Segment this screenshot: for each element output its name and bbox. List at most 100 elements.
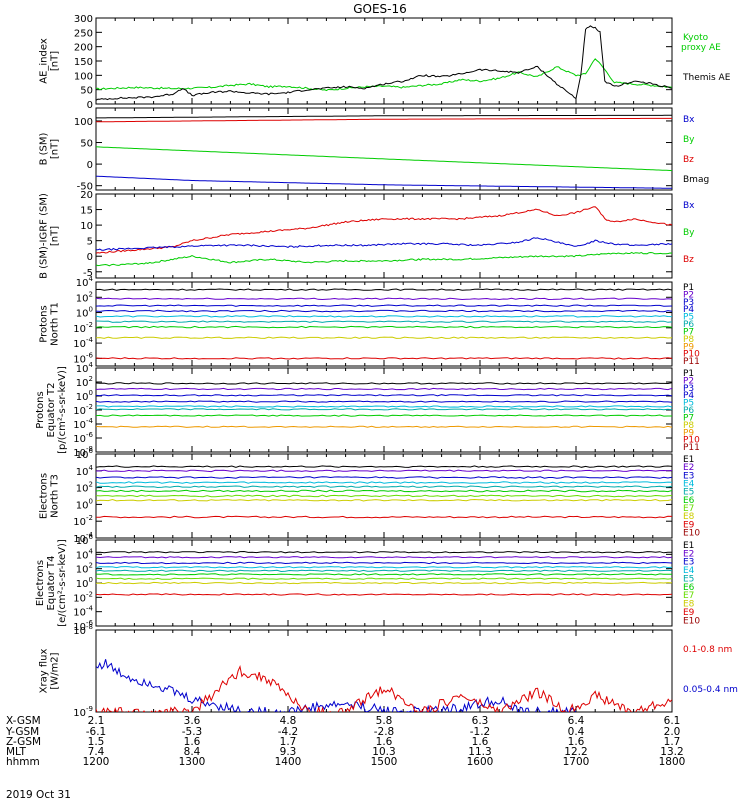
series-group (96, 382, 672, 428)
y-axis-label: B (SM) (39, 132, 50, 165)
legend-item: E4 (683, 566, 695, 576)
legend-item: P11 (683, 443, 700, 453)
orbit-value: 1.6 (184, 736, 201, 748)
series-e2 (96, 556, 672, 559)
legend-item: E2 (683, 549, 694, 559)
y-tick-label: 20 (80, 190, 93, 201)
series-p1 (96, 382, 672, 385)
legend-item: 0.05-0.4 nm (683, 685, 738, 695)
legend-item: P1 (683, 283, 694, 293)
y-tick-label: 5 (87, 237, 93, 248)
series-e3 (96, 561, 672, 565)
series-p7 (96, 325, 672, 329)
legend-item: E7 (683, 591, 694, 601)
legend-item: E8 (683, 600, 695, 610)
legend-item: E10 (683, 616, 700, 626)
orbit-value: -4.2 (278, 726, 299, 738)
legend-item: P8 (683, 335, 694, 345)
y-tick-label: 10-2 (73, 590, 93, 604)
y-tick-label: 10-6 (73, 431, 93, 445)
legend-item: Bx (683, 115, 695, 125)
y-tick-label: 50 (80, 86, 93, 97)
legend-item: P2 (683, 376, 694, 386)
legend-item: E3 (683, 471, 694, 481)
y-tick-label: 0 (87, 100, 93, 111)
y-tick-label: 15 (80, 206, 93, 217)
legend-item: P2 (683, 290, 694, 300)
legend-item: E7 (683, 504, 694, 514)
orbit-value: -6.1 (86, 726, 107, 738)
orbit-value: 8.4 (184, 746, 201, 758)
y-tick-label: 0 (87, 252, 93, 263)
series-e4 (96, 566, 672, 569)
y-tick-label: 100 (76, 306, 93, 320)
series-bz (96, 117, 672, 123)
series-p2 (96, 297, 672, 301)
series-e8 (96, 498, 672, 502)
y-tick-label: 102 (76, 562, 93, 576)
y-tick-label: 10-8 (73, 623, 93, 637)
legend-item: E10 (683, 528, 700, 538)
series-e2 (96, 469, 672, 473)
y-axis-label: Electrons (39, 473, 50, 519)
y-axis-label: [p/(cm²-s-sr-keV)] (57, 366, 68, 454)
orbit-value: 1300 (179, 756, 206, 768)
legend-item: Bz (683, 155, 694, 165)
legend-item: Bx (683, 201, 695, 211)
legend-item: Kyoto (683, 33, 709, 43)
y-axis-label: [nT] (50, 226, 61, 246)
series-kyoto-proxy-ae (96, 58, 672, 92)
y-tick-label: 10-2 (73, 403, 93, 417)
orbit-value: 1.7 (280, 736, 297, 748)
legend-item: P5 (683, 313, 694, 323)
orbit-value: 2.0 (664, 726, 681, 738)
y-tick-label: 104 (76, 361, 94, 375)
y-axis-label: [W/m2] (50, 652, 61, 689)
y-tick-label: 102 (76, 481, 93, 495)
y-tick-label: 250 (74, 28, 93, 39)
y-tick-label: 300 (74, 14, 93, 25)
series-p3 (96, 394, 672, 397)
orbit-value: -1.2 (470, 726, 491, 738)
y-axis-label: North T1 (50, 302, 61, 346)
series-p4 (96, 400, 672, 403)
orbit-value: 1600 (467, 756, 494, 768)
legend-item: E4 (683, 479, 695, 489)
series-bx (96, 175, 672, 189)
y-tick-label: 200 (74, 43, 93, 54)
orbit-value: 6.3 (472, 715, 489, 727)
orbit-value: 6.4 (568, 715, 585, 727)
legend-item: E5 (683, 574, 694, 584)
series-0-05-0-4-nm (96, 659, 577, 712)
series-group (96, 114, 672, 189)
series-e7 (96, 494, 672, 498)
series-group (96, 550, 672, 596)
orbit-value: 3.6 (184, 715, 201, 727)
legend-item: By (683, 135, 695, 145)
y-tick-label: 10-4 (73, 336, 93, 350)
legend-item: E8 (683, 512, 695, 522)
panel-3: -5 0 5 10 15 20 B (SM)-IGRF (SM) [nT] Bx By Bz (39, 190, 696, 279)
legend-item: E6 (683, 496, 695, 506)
orbit-value: -5.3 (182, 726, 203, 738)
legend-item: Themis AE (682, 73, 731, 83)
series-p7 (96, 414, 672, 417)
y-axis-label: North T3 (50, 474, 61, 518)
series-e9 (96, 593, 672, 596)
y-axis-label: B (SM)-IGRF (SM) (39, 193, 50, 279)
legend-item: Bmag (683, 175, 709, 185)
series-0-1-0-8-nm (96, 664, 672, 712)
orbit-value: 6.1 (664, 715, 681, 727)
series-bmag (96, 114, 672, 119)
y-tick-label: 150 (74, 57, 93, 68)
y-axis-label: Equator T4 (46, 556, 57, 611)
series-p6 (96, 408, 672, 411)
orbit-value: 5.8 (376, 715, 393, 727)
series-p8 (96, 336, 672, 339)
series-p1 (96, 288, 672, 291)
series-group (96, 465, 672, 519)
y-axis-label: [nT] (50, 139, 61, 159)
